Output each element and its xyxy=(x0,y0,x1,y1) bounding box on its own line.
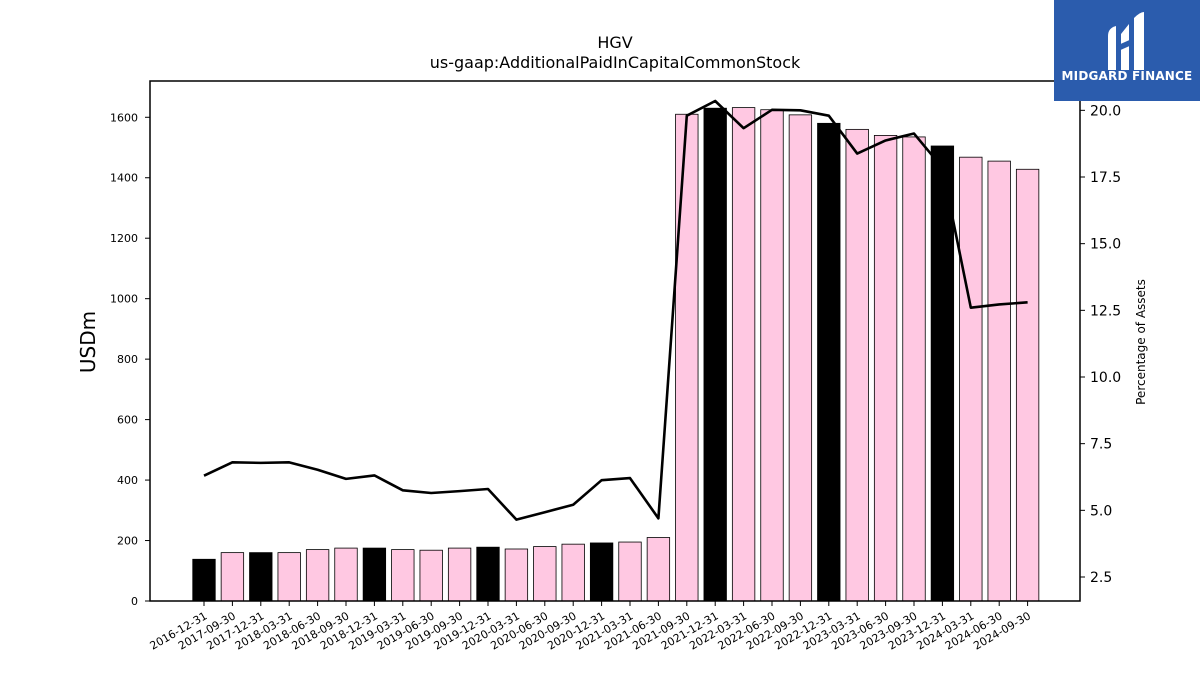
bar-2021-03-31 xyxy=(618,541,642,602)
bar-2021-06-30 xyxy=(646,537,671,602)
bar-2017-12-31 xyxy=(249,552,273,602)
logo-text: MIDGARD FINANCE xyxy=(1061,69,1193,83)
bar-2022-03-31 xyxy=(731,107,756,602)
y-axis-label-left: USDm xyxy=(76,311,100,373)
bar-2023-12-31 xyxy=(930,145,955,602)
y-axis-label-right: Percentage of Assets xyxy=(1134,279,1148,405)
y-tick-label-left: 1400 xyxy=(110,172,138,185)
bar-2024-03-31 xyxy=(959,156,983,602)
bar-2020-06-30 xyxy=(533,546,557,602)
y-tick-label-left: 1000 xyxy=(110,293,138,306)
y-tick-label-left: 600 xyxy=(117,414,138,427)
bar-2017-09-30 xyxy=(220,552,245,602)
y-tick-label-right: 20.0 xyxy=(1090,103,1121,119)
bar-2022-09-30 xyxy=(788,114,813,602)
y-tick-label-left: 1200 xyxy=(110,232,138,245)
y-tick-label-left: 800 xyxy=(117,353,138,366)
chart-subtitle: us-gaap:AdditionalPaidInCapitalCommonSto… xyxy=(430,53,801,72)
brand-logo: MIDGARD FINANCE xyxy=(1054,0,1200,101)
bar-2022-12-31 xyxy=(817,122,841,602)
bar-2020-12-31 xyxy=(589,542,614,602)
bar-2020-09-30 xyxy=(561,543,585,602)
y-tick-label-left: 0 xyxy=(131,595,138,608)
y-tick-label-left: 1600 xyxy=(110,111,138,124)
bar-2020-03-31 xyxy=(504,548,529,602)
bar-2016-12-31 xyxy=(192,558,216,602)
percentage-line xyxy=(203,99,1028,521)
bar-2024-06-30 xyxy=(987,160,1011,602)
y-tick-label-left: 200 xyxy=(117,535,138,548)
y-tick-label-right: 10.0 xyxy=(1090,370,1121,386)
bar-2019-09-30 xyxy=(447,547,472,602)
bar-2021-12-31 xyxy=(703,107,727,602)
bar-2018-09-30 xyxy=(334,547,358,602)
y-tick-label-left: 400 xyxy=(117,474,138,487)
bar-2019-12-31 xyxy=(476,546,500,602)
plot-frame xyxy=(149,80,1081,602)
bars xyxy=(192,107,1040,602)
chart-title: HGV xyxy=(597,33,632,52)
bar-2022-06-30 xyxy=(760,109,784,602)
y-tick-label-right: 5.0 xyxy=(1090,503,1112,519)
y-tick-label-right: 17.5 xyxy=(1090,170,1121,186)
bar-2019-03-31 xyxy=(391,549,415,602)
line-layer xyxy=(203,99,1028,521)
y-tick-label-right: 2.5 xyxy=(1090,570,1112,586)
bar-2018-03-31 xyxy=(277,552,301,602)
bar-2023-09-30 xyxy=(902,136,926,602)
y-tick-label-right: 12.5 xyxy=(1090,303,1121,319)
y-tick-label-right: 15.0 xyxy=(1090,237,1121,253)
bar-2021-09-30 xyxy=(675,113,699,602)
midgard-logo-icon xyxy=(1108,12,1144,70)
bar-2019-06-30 xyxy=(419,549,443,602)
bar-2023-06-30 xyxy=(873,135,898,602)
bar-2018-12-31 xyxy=(362,547,387,602)
bar-2018-06-30 xyxy=(305,549,330,602)
y-tick-label-right: 7.5 xyxy=(1090,437,1112,453)
bar-2023-03-31 xyxy=(845,128,869,602)
bar-2024-09-30 xyxy=(1015,168,1040,602)
